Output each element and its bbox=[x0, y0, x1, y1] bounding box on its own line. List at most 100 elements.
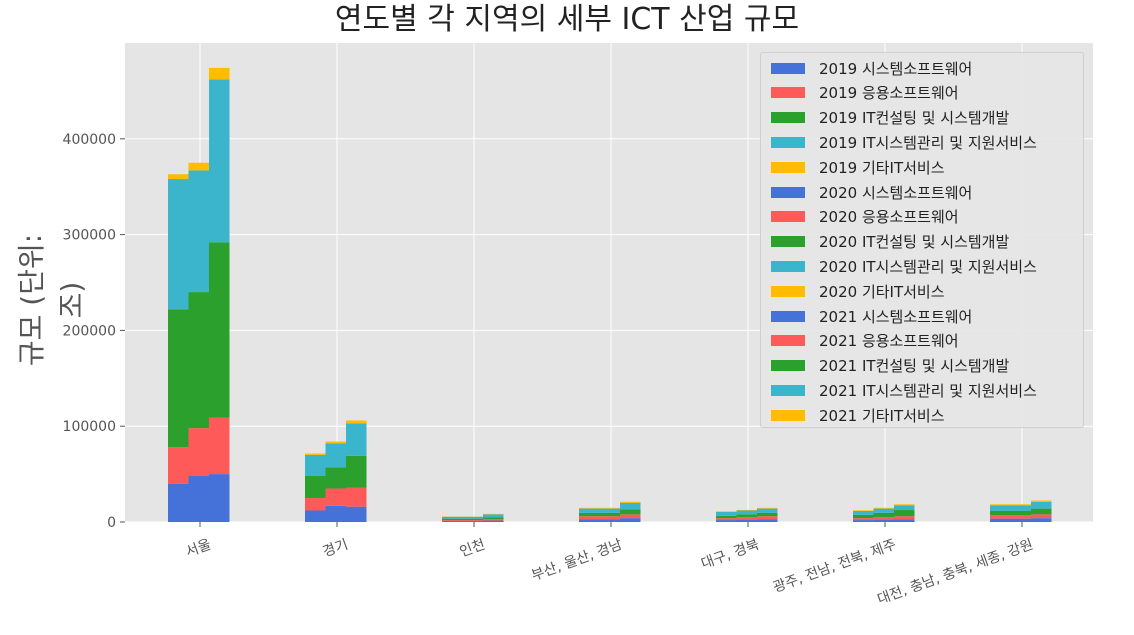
legend-swatch bbox=[771, 310, 805, 322]
bar-segment bbox=[599, 516, 620, 520]
legend-label: 2020 IT컨설팅 및 시스템개발 bbox=[819, 233, 1010, 252]
bar-segment bbox=[599, 512, 620, 517]
bar-segment bbox=[894, 504, 915, 506]
bar-segment bbox=[579, 516, 600, 520]
bar-segment bbox=[853, 520, 874, 522]
bar-segment bbox=[716, 511, 737, 516]
x-tick-label: 경기 bbox=[321, 537, 351, 561]
bar-segment bbox=[757, 507, 778, 509]
x-tick-label: 부산, 울산, 경남 bbox=[530, 537, 625, 585]
legend-swatch bbox=[771, 409, 805, 421]
bar-segment bbox=[209, 474, 230, 522]
bar-segment bbox=[894, 516, 915, 520]
bar-segment bbox=[1010, 510, 1031, 516]
legend-item: 2019 IT컨설팅 및 시스템개발 bbox=[771, 107, 1009, 129]
bar-segment bbox=[894, 519, 915, 522]
bar-segment bbox=[599, 508, 620, 513]
bar-segment bbox=[462, 518, 483, 521]
bar-segment bbox=[346, 420, 367, 424]
bar-segment bbox=[736, 509, 757, 511]
bar-segment bbox=[305, 454, 326, 477]
bar-segment bbox=[462, 520, 483, 522]
bar-segment bbox=[325, 488, 346, 506]
bar-segment bbox=[599, 507, 620, 509]
bar-segment bbox=[990, 504, 1011, 506]
bar-segment bbox=[442, 516, 463, 519]
bar-segment bbox=[209, 242, 230, 418]
legend-label: 2020 IT시스템관리 및 지원서비스 bbox=[819, 257, 1037, 276]
bar-segment bbox=[579, 519, 600, 522]
legend-label: 2019 기타IT서비스 bbox=[819, 158, 945, 177]
bar-segment bbox=[188, 428, 209, 477]
bar-segment bbox=[483, 519, 504, 521]
bar-segment bbox=[188, 162, 209, 171]
legend-item: 2021 IT시스템관리 및 지원서비스 bbox=[771, 379, 1037, 401]
bar-segment bbox=[325, 467, 346, 489]
bar-segment bbox=[1010, 518, 1031, 522]
bar-segment bbox=[757, 508, 778, 513]
bar-segment bbox=[305, 476, 326, 499]
bar-segment bbox=[305, 498, 326, 511]
bar-segment bbox=[188, 170, 209, 293]
legend-swatch bbox=[771, 360, 805, 372]
legend-label: 2021 응용소프트웨어 bbox=[819, 332, 959, 351]
bar-segment bbox=[209, 79, 230, 243]
x-tick-label: 광주, 전남, 전북, 제주 bbox=[771, 537, 899, 596]
bar-segment bbox=[736, 510, 757, 515]
bar-segment bbox=[168, 309, 189, 448]
legend-label: 2021 시스템소프트웨어 bbox=[819, 307, 973, 326]
bar-segment bbox=[209, 417, 230, 475]
legend-item: 2021 응용소프트웨어 bbox=[771, 330, 959, 352]
bar-segment bbox=[990, 515, 1011, 519]
bar-segment bbox=[346, 506, 367, 522]
legend-item: 2019 IT시스템관리 및 지원서비스 bbox=[771, 131, 1037, 153]
bar-segment bbox=[325, 441, 346, 444]
legend-item: 2021 IT컨설팅 및 시스템개발 bbox=[771, 355, 1009, 377]
legend-swatch bbox=[771, 62, 805, 74]
bar-segment bbox=[305, 453, 326, 455]
bar-segment bbox=[620, 518, 641, 522]
bar-segment bbox=[442, 520, 463, 522]
bar-segment bbox=[1031, 514, 1052, 519]
legend-label: 2021 IT시스템관리 및 지원서비스 bbox=[819, 381, 1037, 400]
bar-segment bbox=[168, 179, 189, 310]
bar-segment bbox=[990, 505, 1011, 511]
bar-segment bbox=[736, 514, 757, 518]
legend-swatch bbox=[771, 285, 805, 297]
bar-segment bbox=[873, 512, 894, 518]
bar-segment bbox=[716, 511, 737, 512]
bar-segment bbox=[346, 423, 367, 456]
bar-segment bbox=[462, 521, 483, 522]
y-tick-label: 400000 bbox=[63, 132, 116, 148]
bar-segment bbox=[209, 67, 230, 80]
chart-title: 연도별 각 지역의 세부 ICT 산업 규모 bbox=[334, 2, 800, 37]
bar-segment bbox=[894, 505, 915, 511]
legend-swatch bbox=[771, 335, 805, 347]
bar-segment bbox=[873, 517, 894, 520]
bar-segment bbox=[462, 516, 483, 519]
bar-segment bbox=[1031, 508, 1052, 515]
bar-segment bbox=[716, 520, 737, 522]
bar-segment bbox=[757, 519, 778, 522]
legend-item: 2020 응용소프트웨어 bbox=[771, 206, 959, 228]
bar-segment bbox=[620, 501, 641, 503]
legend-label: 2019 IT시스템관리 및 지원서비스 bbox=[819, 133, 1037, 152]
legend-label: 2020 기타IT서비스 bbox=[819, 282, 945, 301]
bar-segment bbox=[325, 443, 346, 468]
bar-segment bbox=[188, 292, 209, 429]
legend-label: 2019 시스템소프트웨어 bbox=[819, 59, 973, 78]
legend-label: 2020 시스템소프트웨어 bbox=[819, 183, 973, 202]
bar-segment bbox=[1031, 518, 1052, 522]
legend-item: 2021 기타IT서비스 bbox=[771, 404, 945, 426]
bar-segment bbox=[757, 516, 778, 520]
legend-item: 2020 시스템소프트웨어 bbox=[771, 181, 972, 203]
bar-segment bbox=[873, 519, 894, 522]
legend-label: 2019 응용소프트웨어 bbox=[819, 84, 959, 103]
legend-swatch bbox=[771, 87, 805, 99]
bar-segment bbox=[716, 518, 737, 521]
legend-swatch bbox=[771, 384, 805, 396]
bar-segment bbox=[620, 509, 641, 515]
legend-item: 2020 IT시스템관리 및 지원서비스 bbox=[771, 255, 1037, 277]
bar-segment bbox=[853, 510, 874, 515]
